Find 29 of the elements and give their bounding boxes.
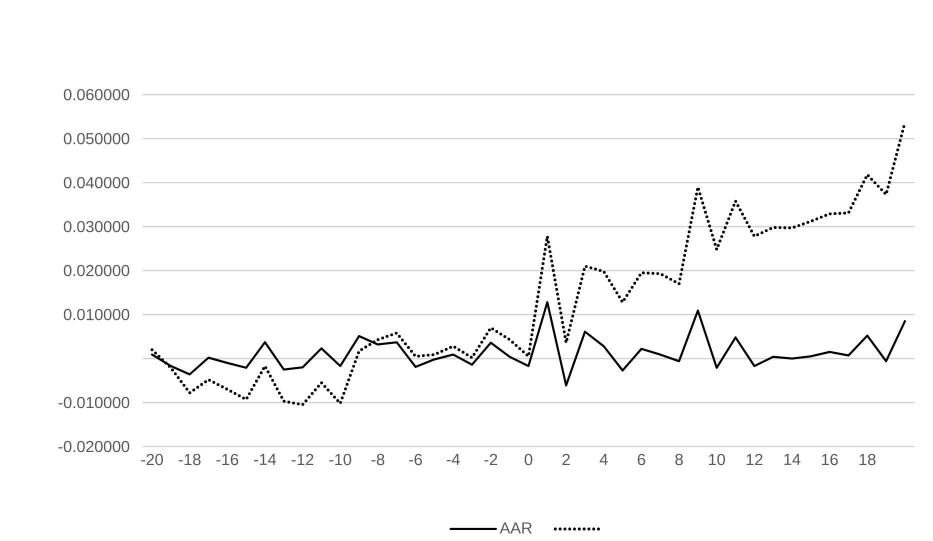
x-tick-label: -10 [329,454,352,466]
x-tick-label: -20 [141,454,163,466]
x-tick-label: -8 [372,454,384,466]
y-tick-label: 0.060000 [64,89,130,100]
x-tick-label: 0 [524,454,532,466]
y-tick-label: 0.040000 [64,177,130,188]
legend-label: AAR [500,522,532,534]
y-tick-label: 0.010000 [64,308,130,320]
y-tick-label: 0.030000 [64,221,130,232]
x-tick-label: 2 [562,454,570,466]
y-tick-label: -0.010000 [58,396,130,408]
x-tick-label: 10 [709,454,725,466]
x-tick-label: -12 [292,454,314,466]
x-tick-label: 18 [860,454,876,466]
x-tick-label: -18 [178,454,201,466]
x-tick-label: -14 [254,454,276,465]
x-tick-label: 4 [600,454,608,465]
x-tick-label: 12 [746,454,762,466]
x-tick-label: -2 [484,454,498,466]
y-tick-label: -0.020000 [58,440,130,452]
x-tick-label: 14 [784,454,800,465]
x-tick-label: 16 [822,454,838,466]
x-tick-label: -6 [409,454,422,466]
y-tick-label: 0.050000 [64,133,130,144]
x-tick-label: 8 [675,454,683,466]
x-tick-label: -4 [446,454,460,465]
x-tick-label: 6 [638,454,646,466]
x-tick-label: -16 [216,454,238,466]
y-tick-label: 0.020000 [64,265,130,276]
